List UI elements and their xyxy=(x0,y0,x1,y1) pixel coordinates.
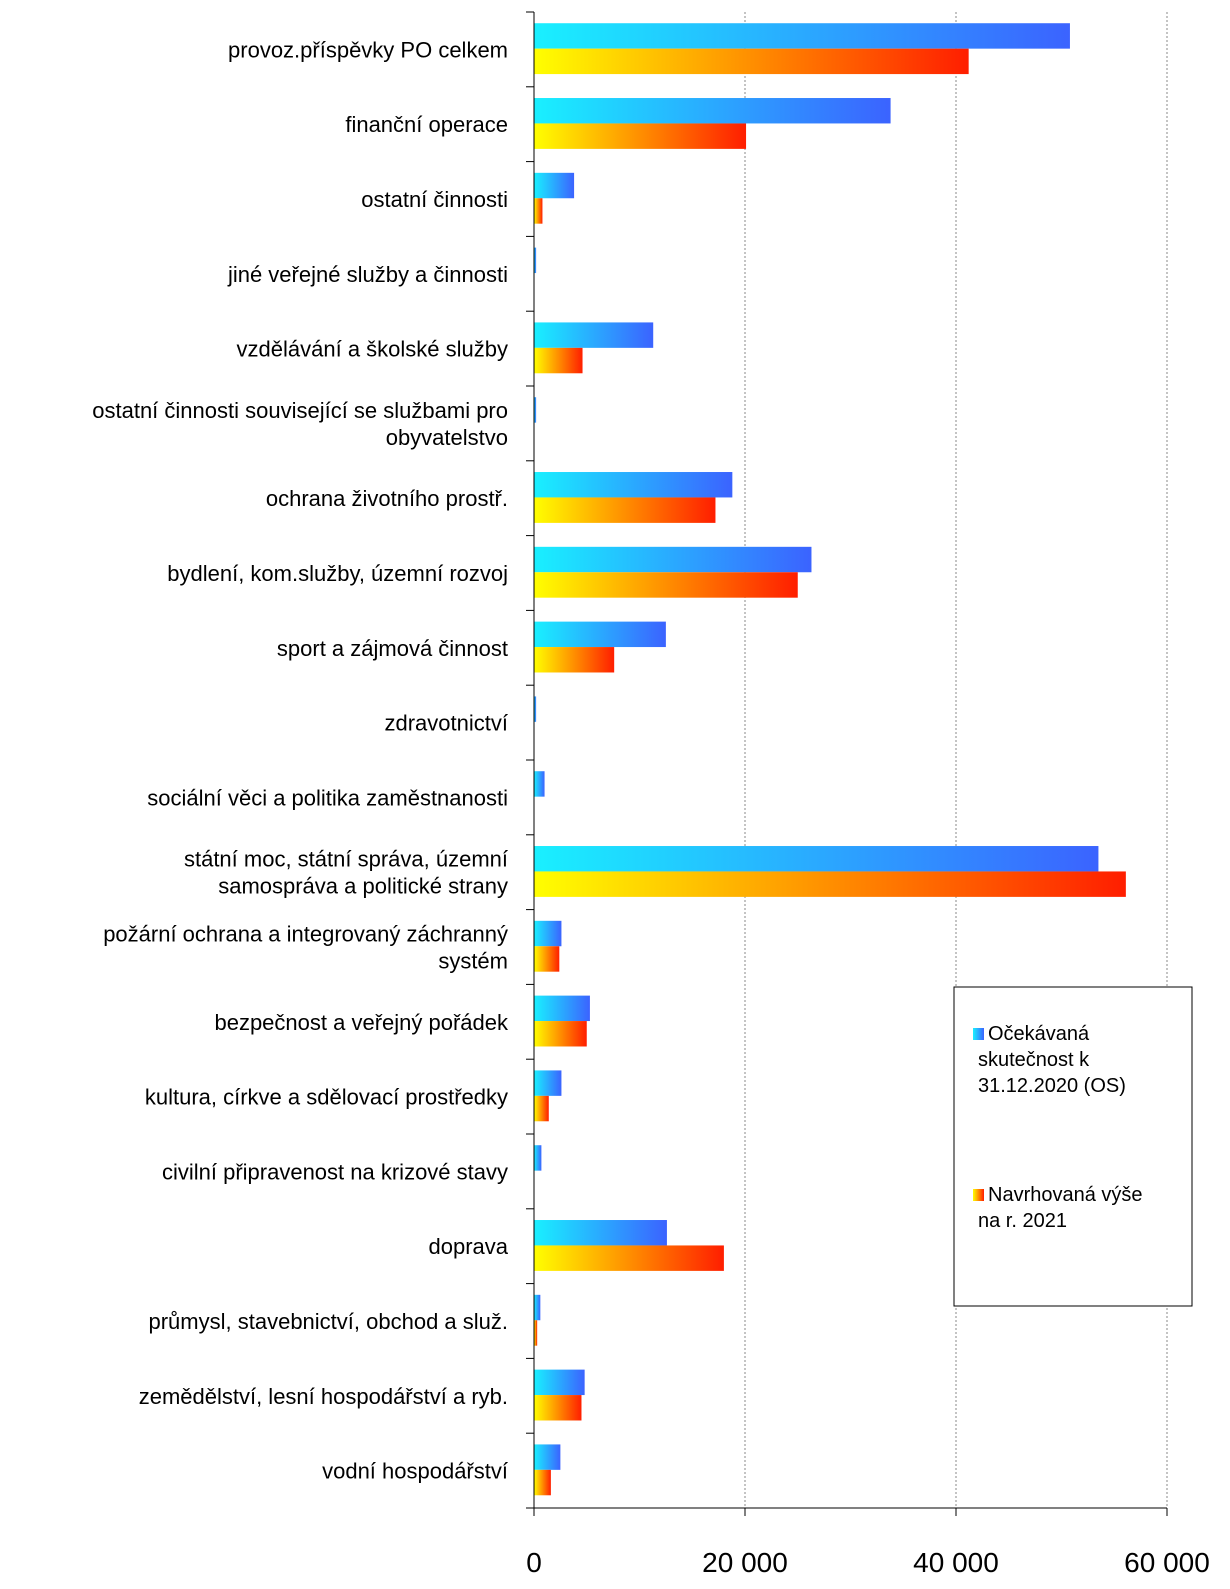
category-label: bezpečnost a veřejný pořádek xyxy=(214,1010,509,1035)
category-label: zemědělství, lesní hospodářství a ryb. xyxy=(139,1384,508,1409)
bar-os-2020 xyxy=(534,1369,585,1396)
bar-os-2020 xyxy=(534,98,891,124)
legend: Očekávaná skutečnost k 31.12.2020 (OS) Navr… xyxy=(953,986,1193,1307)
category-label: jiné veřejné služby a činnosti xyxy=(227,262,508,287)
bar-os-2020 xyxy=(534,397,537,423)
bar-navrh-2021 xyxy=(534,1320,538,1346)
bars xyxy=(534,23,1126,1496)
bar-navrh-2021 xyxy=(534,1095,549,1122)
category-label: ochrana životního prostř. xyxy=(266,486,508,511)
x-tick-labels: 0 20 000 40 000 60 000 xyxy=(526,1547,1210,1578)
bar-navrh-2021 xyxy=(534,497,716,523)
category-label: ostatní činnosti xyxy=(361,187,508,212)
category-label: kultura, církve a sdělovací prostředky xyxy=(145,1085,508,1110)
bar-os-2020 xyxy=(534,846,1099,872)
category-group xyxy=(534,23,1070,75)
category-label: vzdělávání a školské služby xyxy=(237,337,508,362)
bar-os-2020 xyxy=(534,247,537,274)
category-group xyxy=(534,172,575,224)
legend-box xyxy=(953,986,1193,1307)
legend-label: Očekávaná skutečnost k 31.12.2020 (OS) xyxy=(978,1023,1126,1097)
category-label: finanční operace xyxy=(345,112,508,137)
category-group xyxy=(534,621,666,673)
legend-swatch xyxy=(973,1028,984,1040)
category-label: civilní připravenost na krizové stavy xyxy=(162,1159,508,1184)
category-group xyxy=(534,771,545,797)
bar-navrh-2021 xyxy=(534,572,798,598)
category-group xyxy=(534,1220,724,1271)
bar-navrh-2021 xyxy=(534,871,1126,897)
bar-navrh-2021 xyxy=(534,1395,582,1421)
category-label: vodní hospodářství xyxy=(322,1459,508,1484)
bar-os-2020 xyxy=(534,1070,562,1096)
category-label: sociální věci a politika zaměstnanosti xyxy=(147,785,508,810)
category-label: ostatní činnosti související se službami… xyxy=(92,398,508,450)
grid-lines xyxy=(744,12,1168,1508)
x-tick-label: 20 000 xyxy=(702,1547,788,1578)
x-tick-label: 60 000 xyxy=(1124,1547,1210,1578)
category-group xyxy=(534,247,537,274)
category-label: doprava xyxy=(428,1234,508,1259)
category-label: státní moc, státní správa, územní samospr… xyxy=(184,847,508,899)
bar-navrh-2021 xyxy=(534,1021,587,1047)
bar-navrh-2021 xyxy=(534,48,969,75)
category-label: bydlení, kom.služby, územní rozvoj xyxy=(167,561,508,586)
category-group xyxy=(534,696,537,722)
category-group xyxy=(534,995,590,1047)
axes xyxy=(526,11,1168,1516)
bar-os-2020 xyxy=(534,696,537,722)
legend-label: Navrhovaná výše na r. 2021 xyxy=(978,1184,1143,1232)
bar-navrh-2021 xyxy=(534,1469,551,1496)
category-label: zdravotnictví xyxy=(385,711,509,736)
bar-os-2020 xyxy=(534,1145,542,1171)
category-group xyxy=(534,1294,541,1346)
bar-navrh-2021 xyxy=(534,198,543,224)
bar-navrh-2021 xyxy=(534,946,560,972)
bar-os-2020 xyxy=(534,1220,667,1246)
category-group xyxy=(534,846,1126,897)
category-label: provoz.příspěvky PO celkem xyxy=(228,37,508,62)
category-group xyxy=(534,1444,561,1496)
bar-os-2020 xyxy=(534,23,1070,49)
x-tick-label: 40 000 xyxy=(913,1547,999,1578)
category-group xyxy=(534,1145,542,1171)
bar-os-2020 xyxy=(534,172,575,199)
bar-navrh-2021 xyxy=(534,123,747,149)
x-tick-label: 0 xyxy=(526,1547,542,1578)
bar-navrh-2021 xyxy=(534,347,583,374)
bar-os-2020 xyxy=(534,1444,561,1470)
bar-os-2020 xyxy=(534,322,654,348)
category-label: průmysl, stavebnictví, obchod a služ. xyxy=(149,1309,509,1334)
category-group xyxy=(534,920,562,972)
bar-os-2020 xyxy=(534,920,562,947)
legend-swatch xyxy=(973,1189,984,1201)
bar-os-2020 xyxy=(534,1294,541,1321)
category-group xyxy=(534,472,733,523)
bar-os-2020 xyxy=(534,546,812,573)
category-group xyxy=(534,397,537,423)
bar-os-2020 xyxy=(534,621,666,648)
category-label: požární ochrana a integrovaný záchranný s… xyxy=(103,922,508,974)
category-group xyxy=(534,1070,562,1122)
bar-navrh-2021 xyxy=(534,647,615,673)
bar-os-2020 xyxy=(534,995,590,1022)
bar-os-2020 xyxy=(534,472,733,498)
category-group xyxy=(534,322,654,374)
category-group xyxy=(534,1369,585,1421)
bar-navrh-2021 xyxy=(534,1245,724,1271)
category-group xyxy=(534,546,812,598)
category-label: sport a zájmová činnost xyxy=(277,636,508,661)
bar-os-2020 xyxy=(534,771,545,797)
category-group xyxy=(534,98,891,149)
category-labels: provoz.příspěvky PO celkem finanční opera… xyxy=(92,37,509,1483)
